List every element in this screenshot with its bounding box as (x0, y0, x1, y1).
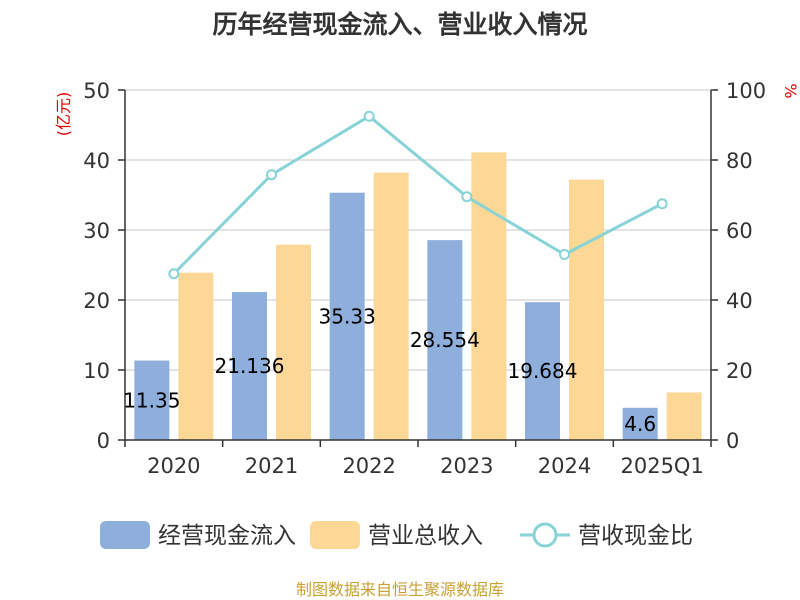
bar-revenue (471, 152, 507, 441)
right-tick-label: 60 (726, 219, 753, 243)
x-tick-label: 2020 (147, 454, 200, 478)
line-point (461, 191, 473, 203)
left-tick-label: 40 (83, 149, 110, 173)
bar-data-label: 19.684 (508, 359, 578, 383)
right-tick-label: 100 (726, 79, 766, 103)
legend: 经营现金流入 营业总收入 营收现金比 (100, 521, 693, 549)
legend-swatch (100, 521, 150, 549)
x-tick-label: 2024 (538, 454, 591, 478)
bar-revenue (178, 272, 214, 440)
bar-data-labels: 11.35 21.136 35.33 28.554 19.684 4.6 (123, 304, 656, 436)
x-tick-label: 2023 (440, 454, 493, 478)
right-tick-label: 20 (726, 359, 753, 383)
line-point (266, 169, 277, 181)
bar-revenue (569, 179, 604, 440)
left-tick-label: 50 (83, 79, 110, 103)
right-tick-label: 0 (726, 429, 739, 453)
chart-title: 历年经营现金流入、营业收入情况 (212, 10, 587, 39)
bar-cash-inflow (329, 192, 365, 440)
bar-cash-inflow (232, 292, 267, 440)
line-path (172, 114, 663, 275)
line-point (656, 198, 668, 210)
bar-data-label: 35.33 (319, 304, 376, 328)
bar-cash-inflow (134, 360, 170, 440)
left-tick-label: 20 (83, 289, 110, 313)
bar-data-label: 21.136 (215, 354, 285, 378)
bar-revenue (276, 244, 311, 440)
ratio-line (168, 110, 668, 280)
bar-cash-inflow (525, 302, 560, 440)
axes: 0 10 20 30 40 50 0 20 40 60 80 100 2020 2021 2022 2023 2… (83, 79, 766, 478)
bar-data-label: 4.6 (624, 412, 656, 436)
left-axis-unit: (亿元) (54, 92, 73, 137)
bar-data-label: 28.554 (410, 328, 480, 352)
right-tick-label: 40 (726, 289, 753, 313)
grid-lines (125, 89, 711, 371)
bar-revenue (373, 172, 409, 440)
data-source: 制图数据来自恒生聚源数据库 (296, 580, 504, 599)
legend-marker (532, 522, 558, 548)
bar-revenue (666, 392, 702, 440)
left-tick-label: 0 (97, 429, 110, 453)
legend-label: 经营现金流入 (158, 523, 296, 549)
bar-cash-inflow (427, 240, 463, 440)
x-tick-label: 2022 (342, 454, 395, 478)
right-axis-unit: % (781, 83, 800, 98)
right-tick-label: 80 (726, 149, 753, 173)
legend-swatch (310, 521, 360, 549)
bar-data-label: 11.35 (123, 388, 180, 412)
bar-cash-inflow (622, 407, 658, 440)
legend-label: 营业总收入 (368, 523, 483, 549)
line-point (559, 249, 570, 260)
line-point (168, 268, 180, 280)
bars (134, 152, 702, 441)
legend-label: 营收现金比 (578, 523, 693, 549)
x-tick-label: 2025Q1 (620, 454, 703, 478)
left-tick-label: 30 (83, 219, 110, 243)
left-tick-label: 10 (83, 359, 110, 383)
x-tick-label: 2021 (245, 454, 298, 478)
line-point (363, 110, 375, 122)
